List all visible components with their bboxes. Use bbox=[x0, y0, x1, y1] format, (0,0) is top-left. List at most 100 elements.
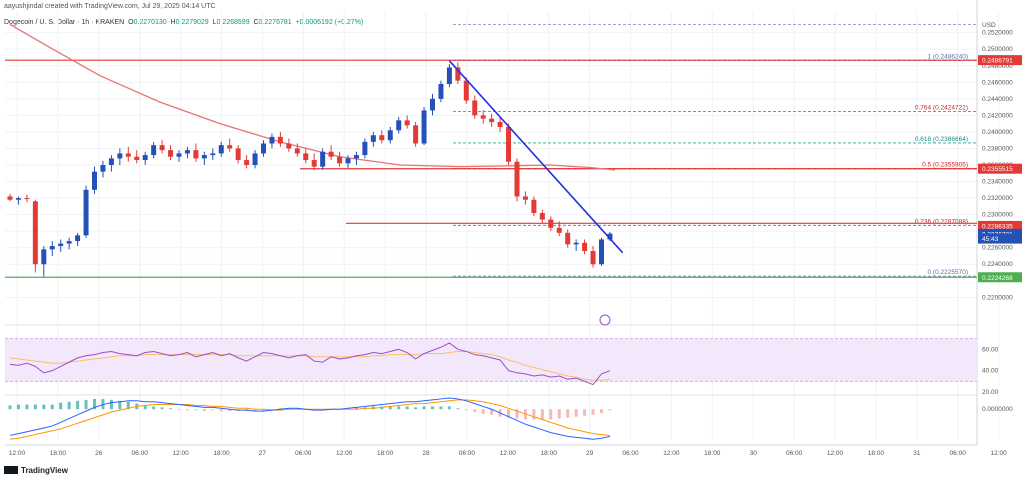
candle-body bbox=[311, 160, 317, 167]
rsi-tick-label: 20.00 bbox=[982, 389, 999, 396]
candle-body bbox=[362, 141, 368, 156]
candle-body bbox=[396, 120, 402, 131]
x-tick-label: 06:00 bbox=[622, 450, 639, 457]
candle-body bbox=[159, 145, 165, 151]
x-tick-label: 18:00 bbox=[704, 450, 721, 457]
x-tick-label: 12:00 bbox=[990, 450, 1007, 457]
candle-body bbox=[151, 145, 157, 156]
low-value: 0.2268599 bbox=[216, 19, 250, 26]
macd-histogram-bar bbox=[126, 401, 130, 410]
macd-histogram-bar bbox=[583, 409, 587, 416]
candle-body bbox=[463, 80, 469, 101]
y-tick-label: 0.2240000 bbox=[982, 261, 1013, 268]
y-tick-label: 0.2500000 bbox=[982, 46, 1013, 53]
macd-histogram-bar bbox=[397, 406, 401, 410]
candle-body bbox=[607, 233, 613, 240]
y-tick-label: 0.2420000 bbox=[982, 112, 1013, 119]
candle-body bbox=[24, 198, 30, 200]
candle-body bbox=[590, 251, 596, 265]
macd-histogram-bar bbox=[109, 399, 113, 410]
candle-body bbox=[66, 241, 72, 244]
macd-histogram-bar bbox=[16, 404, 20, 410]
x-tick-label: 28 bbox=[422, 450, 430, 457]
candle-body bbox=[548, 219, 554, 228]
y-tick-label: 0.2440000 bbox=[982, 96, 1013, 103]
price-label: 0.2486791 bbox=[982, 58, 1013, 65]
macd-histogram-bar bbox=[532, 409, 536, 420]
y-tick-label: 0.2320000 bbox=[982, 195, 1013, 202]
price-label-box bbox=[978, 220, 1022, 231]
y-tick-label: 0.2300000 bbox=[982, 212, 1013, 219]
price-label-box bbox=[978, 233, 1022, 244]
fib-level-label: 1 (0.2486240) bbox=[928, 54, 968, 61]
macd-histogram-bar bbox=[152, 406, 156, 410]
symbol-name[interactable]: Dogecoin / U. S. Dollar · 1h · KRAKEN bbox=[4, 19, 125, 26]
macd-histogram-bar bbox=[566, 409, 570, 418]
currency-label: USD bbox=[982, 22, 996, 29]
macd-histogram-bar bbox=[464, 409, 468, 411]
macd-histogram-bar bbox=[50, 404, 54, 410]
candle-body bbox=[117, 153, 123, 159]
y-tick-label: 0.2340000 bbox=[982, 179, 1013, 186]
macd-histogram-bar bbox=[507, 409, 511, 418]
candle-body bbox=[303, 153, 309, 161]
y-tick-label: 0.2460000 bbox=[982, 79, 1013, 86]
candle-body bbox=[235, 148, 241, 161]
candle-body bbox=[108, 158, 114, 165]
macd-histogram-bar bbox=[262, 409, 265, 412]
legend-row: Dogecoin / U. S. Dollar · 1h · KRAKEN O0… bbox=[4, 19, 363, 26]
candle-body bbox=[404, 120, 410, 126]
rsi-tick-label: 40.00 bbox=[982, 368, 999, 375]
macd-histogram-bar bbox=[414, 407, 418, 410]
candle-body bbox=[294, 148, 300, 154]
macd-line bbox=[9, 397, 611, 440]
candle-body bbox=[269, 136, 275, 144]
x-tick-label: 18:00 bbox=[868, 450, 885, 457]
candle-body bbox=[438, 83, 444, 99]
y-tick-label: 0.2200000 bbox=[982, 294, 1013, 301]
macd-histogram-bar bbox=[118, 400, 122, 410]
macd-histogram-bar bbox=[431, 406, 434, 410]
y-tick-label: 0.2400000 bbox=[982, 129, 1013, 136]
macd-histogram-bar bbox=[591, 409, 595, 415]
fib-level-label: 0.764 (0.2424722) bbox=[915, 104, 968, 111]
candle-body bbox=[7, 196, 13, 200]
macd-histogram-bar bbox=[25, 404, 29, 410]
price-label: 0.2224268 bbox=[982, 275, 1013, 282]
candle-body bbox=[125, 153, 131, 157]
x-tick-label: 18:00 bbox=[213, 450, 230, 457]
macd-histogram-bar bbox=[574, 409, 578, 417]
macd-histogram-bar bbox=[160, 407, 164, 410]
macd-histogram-bar bbox=[447, 406, 451, 410]
macd-histogram-bar bbox=[59, 402, 63, 410]
candle-body bbox=[522, 196, 528, 200]
candle-body bbox=[413, 125, 419, 144]
footer-brand[interactable]: TradingView bbox=[4, 466, 68, 475]
macd-histogram-bar bbox=[540, 409, 544, 420]
candle-body bbox=[480, 115, 486, 119]
candle-body bbox=[556, 227, 562, 233]
macd-histogram-bar bbox=[33, 404, 37, 410]
candle-body bbox=[75, 235, 81, 242]
candle-body bbox=[176, 153, 182, 157]
price-label: 0.2286335 bbox=[982, 223, 1013, 230]
price-label: 0.2355515 bbox=[982, 166, 1013, 173]
candle-body bbox=[92, 171, 97, 190]
y-tick-label: 0.2380000 bbox=[982, 145, 1013, 152]
rsi-signal-line bbox=[9, 350, 611, 381]
macd-histogram-bar bbox=[608, 409, 612, 411]
price-label-box bbox=[978, 272, 1022, 283]
candle-body bbox=[244, 160, 250, 165]
candle-body bbox=[379, 135, 385, 141]
x-tick-label: 18:00 bbox=[541, 450, 558, 457]
candle-body bbox=[489, 118, 495, 122]
candle-body bbox=[328, 151, 334, 157]
high-label: H bbox=[170, 19, 176, 26]
replay-icon bbox=[599, 314, 611, 326]
macd-histogram-bar bbox=[253, 409, 257, 412]
candle-body bbox=[353, 155, 359, 159]
y-tick-label: 0.2520000 bbox=[982, 30, 1013, 37]
y-tick-label: 0.2260000 bbox=[982, 245, 1013, 252]
macd-histogram-bar bbox=[219, 409, 223, 412]
